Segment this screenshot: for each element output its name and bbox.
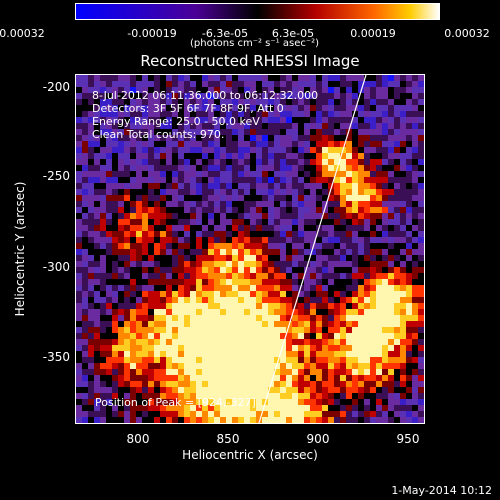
x-tick-label: 950 — [396, 432, 420, 446]
colorbar-tick-label: -0.00019 — [127, 27, 177, 40]
footer-date: 1-May-2014 10:12 — [391, 484, 492, 497]
rhessi-image-plot — [75, 74, 425, 424]
x-tick-label: 800 — [126, 432, 150, 446]
colorbar-tick-label: 0.00019 — [350, 27, 396, 40]
energy-range-label: Energy Range: 25.0 - 50.0 keV — [92, 115, 260, 128]
colorbar-tick-label: 6.3e-05 — [271, 27, 315, 40]
reconstructed-image-heatmap — [76, 75, 424, 423]
solar-limb-line — [258, 75, 367, 423]
y-axis-label: Heliocentric Y (arcsec) — [13, 181, 27, 317]
detectors-label: Detectors: 3F 5F 6F 7F 8F 9F, Att 0 — [92, 102, 284, 115]
image-title: Reconstructed RHESSI Image — [140, 52, 360, 70]
x-axis-label: Heliocentric X (arcsec) — [182, 448, 318, 462]
colorbar-tick-label: -0.00032 — [0, 27, 45, 40]
x-tick-label: 850 — [216, 432, 240, 446]
x-tick-label: 900 — [306, 432, 330, 446]
y-tick-label: -300 — [42, 260, 70, 274]
clean-counts-label: Clean Total counts: 970. — [92, 128, 225, 141]
y-tick-label: -350 — [42, 350, 70, 364]
colorbar — [75, 3, 440, 20]
y-tick-label: -250 — [42, 169, 70, 183]
colorbar-units: (photons cm⁻² s⁻¹ asec⁻²) — [190, 38, 320, 49]
time-range-label: 8-Jul-2012 06:11:36.000 to 06:12:32.000 — [92, 89, 319, 102]
colorbar-tick-label: -6.3e-05 — [201, 27, 249, 40]
y-tick-label: -200 — [42, 80, 70, 94]
colorbar-tick-label: 0.00032 — [444, 27, 490, 40]
peak-position-label: Position of Peak = [924,-327] — [95, 396, 256, 409]
